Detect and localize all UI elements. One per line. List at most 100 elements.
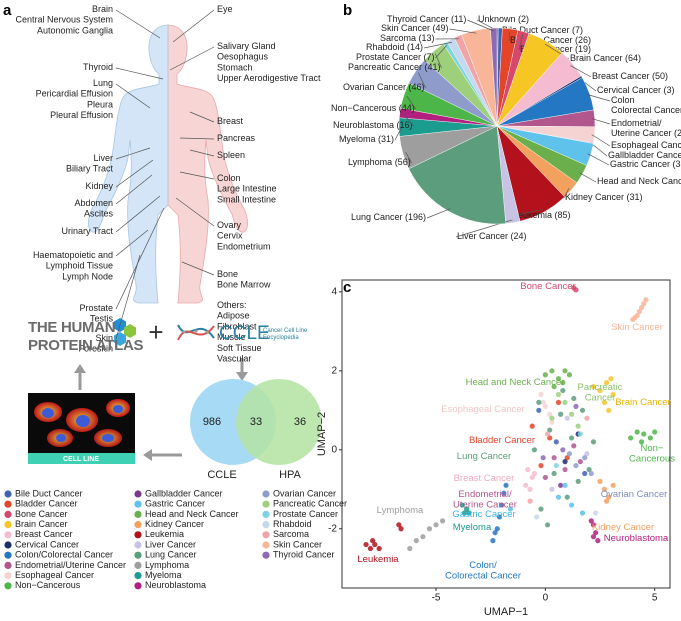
scatter-point bbox=[525, 466, 531, 473]
scatter-point bbox=[564, 455, 570, 461]
tissue-label: Bone Bone Marrow bbox=[217, 269, 271, 290]
arrows bbox=[74, 358, 248, 461]
scatter-point bbox=[603, 380, 610, 386]
pie-label: Non−Cancerous (44) bbox=[331, 103, 415, 113]
scatter-point bbox=[641, 301, 647, 307]
body-left-half bbox=[88, 24, 169, 304]
pie-label-line: Non−Cancerous (44) bbox=[331, 103, 415, 113]
hpa-logo-line: PROTEIN ATLAS bbox=[28, 337, 144, 354]
venn bbox=[190, 379, 322, 465]
tissue-label-line: Skin bbox=[95, 333, 113, 343]
leader-line bbox=[115, 254, 141, 340]
tissue-label-line: Others: bbox=[217, 300, 247, 310]
pie-label-line: Liver Cancer (24) bbox=[457, 231, 527, 241]
pie-slice bbox=[408, 125, 506, 225]
pie-leader bbox=[586, 93, 611, 102]
pie-label-line: Skin Cancer (49) bbox=[381, 23, 449, 33]
legend-swatch bbox=[262, 521, 270, 529]
scatter-point bbox=[566, 451, 573, 457]
hpa-logo-line: THE HUMAN bbox=[28, 319, 115, 336]
tissue-label-line: Oesophagus bbox=[217, 52, 269, 62]
leader-line bbox=[189, 149, 215, 157]
scatter-point bbox=[610, 391, 616, 398]
ccle-subtitle-line: Cancer Cell Line bbox=[263, 328, 308, 334]
tissue-label-line: Brain bbox=[92, 4, 113, 14]
scatter-point bbox=[490, 538, 496, 544]
scatter-point bbox=[630, 316, 636, 323]
scatter-point bbox=[588, 470, 594, 477]
legend-swatch bbox=[134, 582, 142, 590]
legend-label: Lymphoma bbox=[145, 560, 189, 570]
tissue-label: Lung Pericardial Effusion Pleura Pleural Ef… bbox=[36, 78, 113, 120]
legend-label: Pancreatic Cancer bbox=[273, 499, 347, 509]
scatter-point bbox=[593, 530, 599, 536]
tissue-label-line: Adipose bbox=[217, 311, 250, 321]
ccle-subtitle: Cancer Cell Line Encyclopedia bbox=[263, 328, 308, 341]
leader-line bbox=[115, 207, 165, 310]
legend-swatch bbox=[134, 521, 142, 529]
pie-label: Kidney Cancer (31) bbox=[565, 192, 643, 202]
scatter-point bbox=[555, 494, 562, 500]
legend-label: Skin Cancer bbox=[273, 539, 322, 549]
scatter-point bbox=[376, 545, 382, 552]
tissue-label-line: Upper Aerodigestive Tract bbox=[217, 73, 321, 83]
cluster-label-line: Bladder Cancer bbox=[469, 435, 535, 446]
plus-sign: + bbox=[148, 317, 163, 347]
pie-leader bbox=[467, 19, 494, 32]
scatter-point bbox=[595, 538, 601, 544]
scatter-point bbox=[494, 526, 500, 532]
legend-label: Gallbladder Cancer bbox=[145, 488, 223, 498]
cluster-label-line: Colon/ bbox=[469, 560, 497, 571]
legend-swatch bbox=[134, 561, 142, 570]
scatter-point bbox=[573, 287, 579, 293]
pie-leader bbox=[435, 45, 447, 59]
tissue-label-line: Eye bbox=[217, 4, 233, 14]
legend-swatch bbox=[134, 510, 142, 518]
pie-leader bbox=[402, 113, 414, 127]
tissue-label-line: Haematopoietic and bbox=[33, 250, 113, 260]
tissue-label: Others: Adipose Fibroblast Muscle Soft Tissu… bbox=[217, 300, 262, 364]
legend-swatch bbox=[262, 490, 270, 498]
pie-label-line: Gallbladder Cancer (1) bbox=[608, 150, 681, 160]
panel-label: a bbox=[3, 2, 12, 19]
pie-label-line: Gastric Cancer (38) bbox=[610, 159, 681, 169]
legend-label: Bone Cancer bbox=[15, 509, 68, 519]
body-figure bbox=[88, 24, 248, 304]
legend-label: Colon/Colorectal Cancer bbox=[15, 550, 113, 560]
pie-label: Esophageal Cancer (27) bbox=[611, 140, 681, 150]
tissue-label-line: Spleen bbox=[217, 150, 245, 160]
pie-label-line: Unknown (2) bbox=[478, 14, 529, 24]
leader-line bbox=[115, 9, 161, 39]
pie-label: Breast Cancer (50) bbox=[592, 71, 668, 81]
pie-leader bbox=[587, 153, 610, 166]
venn-count: 36 bbox=[294, 416, 306, 428]
pie-leader bbox=[591, 134, 611, 147]
cluster-label-line: Colorectal Cancer bbox=[445, 570, 521, 581]
pie-label: Bile Duct Cancer (7) bbox=[502, 25, 583, 35]
scatter-point bbox=[538, 506, 544, 512]
pie-label-line: Endometrial/ bbox=[611, 118, 662, 128]
pie-label-line: Rhabdoid (14) bbox=[366, 42, 423, 52]
scatter-point bbox=[641, 431, 647, 437]
pie-label-line: Esophageal Cancer (27) bbox=[611, 140, 681, 150]
ccle-logo: CCLE bbox=[219, 323, 270, 344]
scatter-point bbox=[569, 411, 575, 417]
tissue-label: Breast bbox=[217, 116, 244, 126]
scatter-point bbox=[569, 435, 575, 441]
pie-slice bbox=[490, 27, 498, 127]
scatter-point bbox=[582, 470, 588, 477]
scatter-point bbox=[573, 462, 579, 469]
legend-label: Esophageal Cancer bbox=[15, 570, 94, 580]
scatter-point bbox=[426, 526, 433, 532]
cluster-label: Esophageal Cancer bbox=[441, 404, 524, 415]
pie-label-line: Neuroblastoma (16) bbox=[333, 120, 413, 130]
pie-label-line: Bladder Cancer (26) bbox=[510, 35, 591, 45]
tissue-label-line: Bone bbox=[217, 269, 238, 279]
cluster-label: Colon/Colorectal Cancer bbox=[445, 560, 521, 582]
scatter-point bbox=[529, 423, 535, 429]
pie-label: Skin Cancer (49) bbox=[381, 23, 449, 33]
tissue-label: Abdomen Ascites bbox=[74, 198, 113, 219]
pie-label: Myeloma (31) bbox=[339, 134, 394, 144]
pie-label-line: Pancreatic Cancer (41) bbox=[348, 62, 441, 72]
scatter-point bbox=[492, 530, 498, 536]
